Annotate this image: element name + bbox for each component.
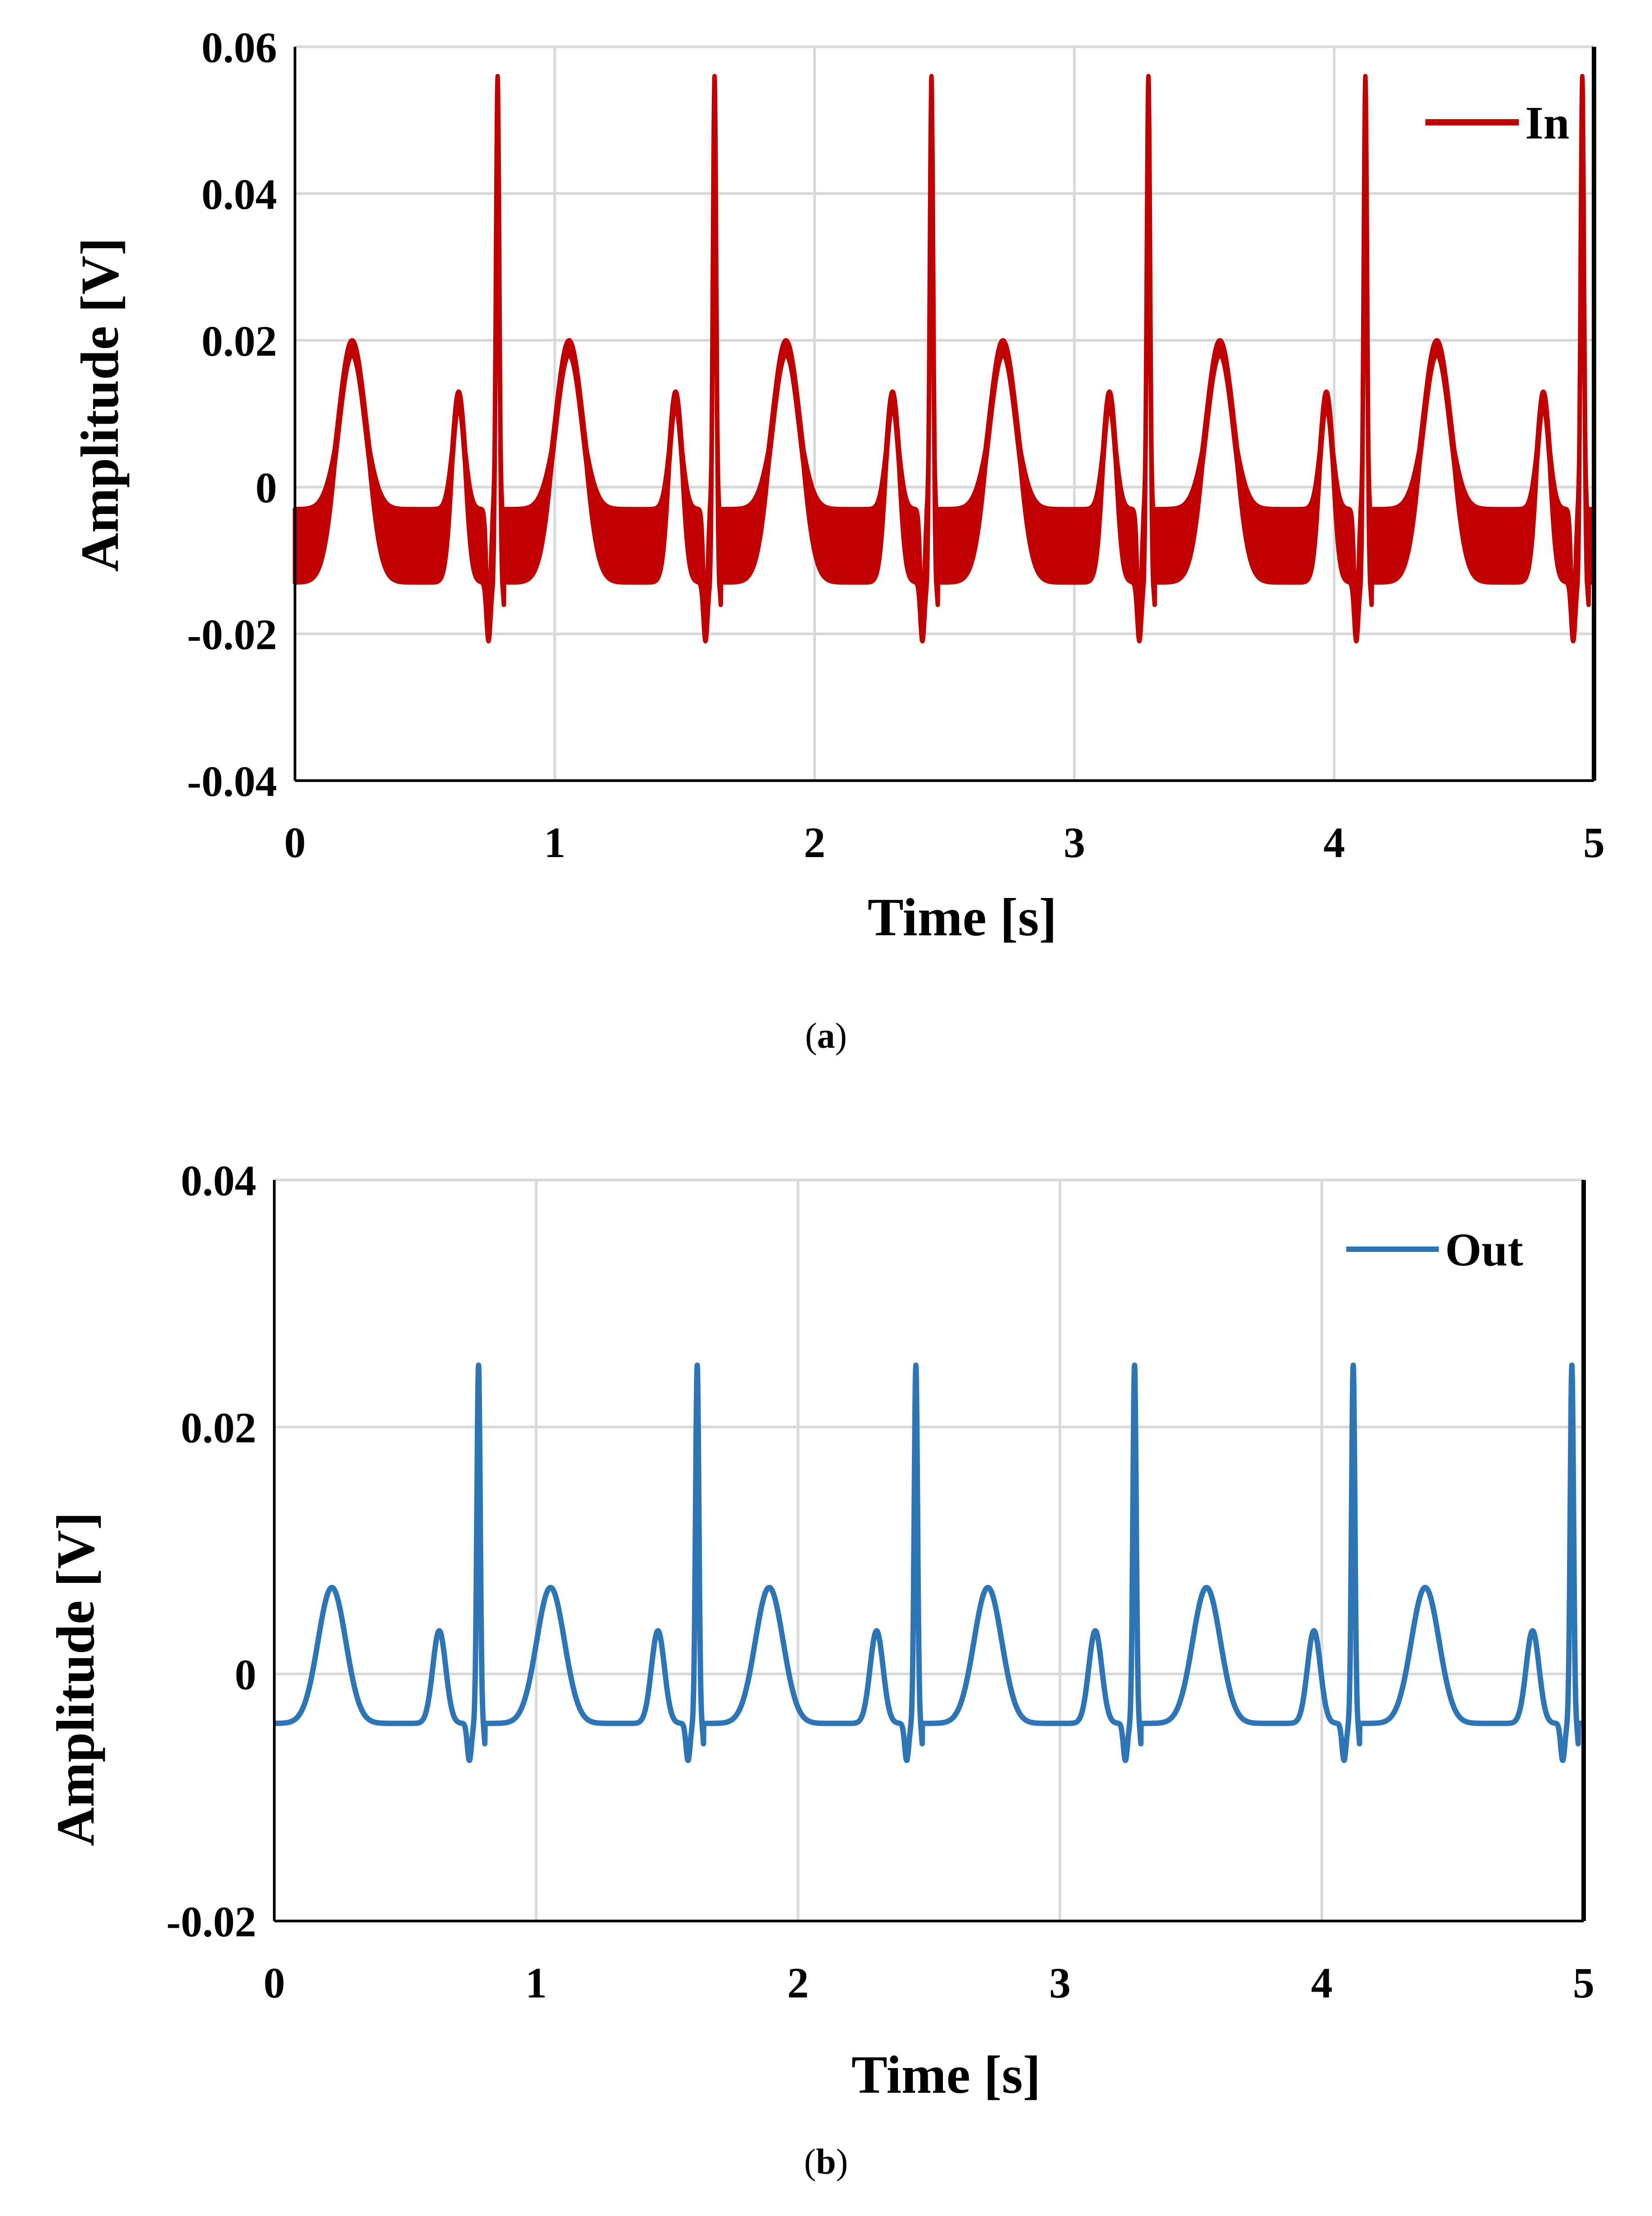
x-tick-label: 5	[1573, 1959, 1594, 2007]
caption-b-letter: b	[816, 2142, 836, 2182]
chart-b-axes	[273, 1180, 1586, 1922]
x-tick-label: 4	[1311, 1959, 1333, 2007]
x-tick-label: 3	[1063, 818, 1085, 867]
caption-b: (b)	[804, 2142, 848, 2182]
x-tick-label: 0	[284, 818, 306, 867]
y-tick-label: 0.04	[201, 170, 277, 218]
chart-b-x-ticks: 0 1 2 3 4 5	[263, 1959, 1594, 2007]
chart-a-x-axis-label: Time [s]	[867, 887, 1057, 947]
y-tick-label: 0.02	[181, 1403, 256, 1452]
chart-a-series	[293, 74, 1596, 643]
y-tick-label: 0.06	[201, 23, 277, 71]
x-tick-label: 4	[1323, 818, 1345, 867]
chart-a-y-axis-label: Amplitude [V]	[70, 237, 129, 572]
x-tick-label: 5	[1583, 818, 1605, 867]
y-tick-label: 0.02	[201, 317, 277, 365]
legend-label-out: Out	[1445, 1224, 1523, 1276]
caption-a: (a)	[805, 1016, 847, 1056]
chart-b-y-axis-label: Amplitude [V]	[45, 1512, 105, 1846]
caption-a-letter: a	[817, 1016, 835, 1056]
y-tick-label: -0.04	[187, 757, 277, 805]
y-tick-label: 0	[255, 464, 277, 512]
x-tick-label: 0	[263, 1959, 285, 2007]
chart-a-x-ticks: 0 1 2 3 4 5	[284, 818, 1605, 867]
series-out-waveform	[272, 1363, 1586, 1763]
y-tick-label: -0.02	[166, 1898, 256, 1946]
legend-label-in: In	[1525, 97, 1569, 149]
x-tick-label: 1	[525, 1959, 547, 2007]
chart-a-y-ticks: 0.06 0.04 0.02 0 -0.02 -0.04	[187, 23, 277, 805]
y-tick-label: -0.02	[187, 611, 277, 659]
chart-a-grid	[295, 45, 1594, 782]
chart-a-legend: In	[1425, 97, 1569, 149]
chart-b-x-axis-label: Time [s]	[851, 2045, 1040, 2104]
chart-b-legend: Out	[1346, 1224, 1523, 1276]
chart-b-y-ticks: 0.04 0.02 0 -0.02	[166, 1157, 256, 1946]
chart-b-grid	[274, 1179, 1584, 1922]
chart-a-axes	[294, 47, 1596, 782]
y-tick-label: 0	[235, 1651, 256, 1699]
x-tick-label: 2	[787, 1959, 809, 2007]
series-in-waveform	[293, 74, 1596, 643]
x-tick-label: 3	[1049, 1959, 1071, 2007]
x-tick-label: 2	[804, 818, 826, 867]
y-tick-label: 0.04	[181, 1157, 256, 1205]
chart-b-series	[272, 1363, 1586, 1763]
x-tick-label: 1	[544, 818, 566, 867]
